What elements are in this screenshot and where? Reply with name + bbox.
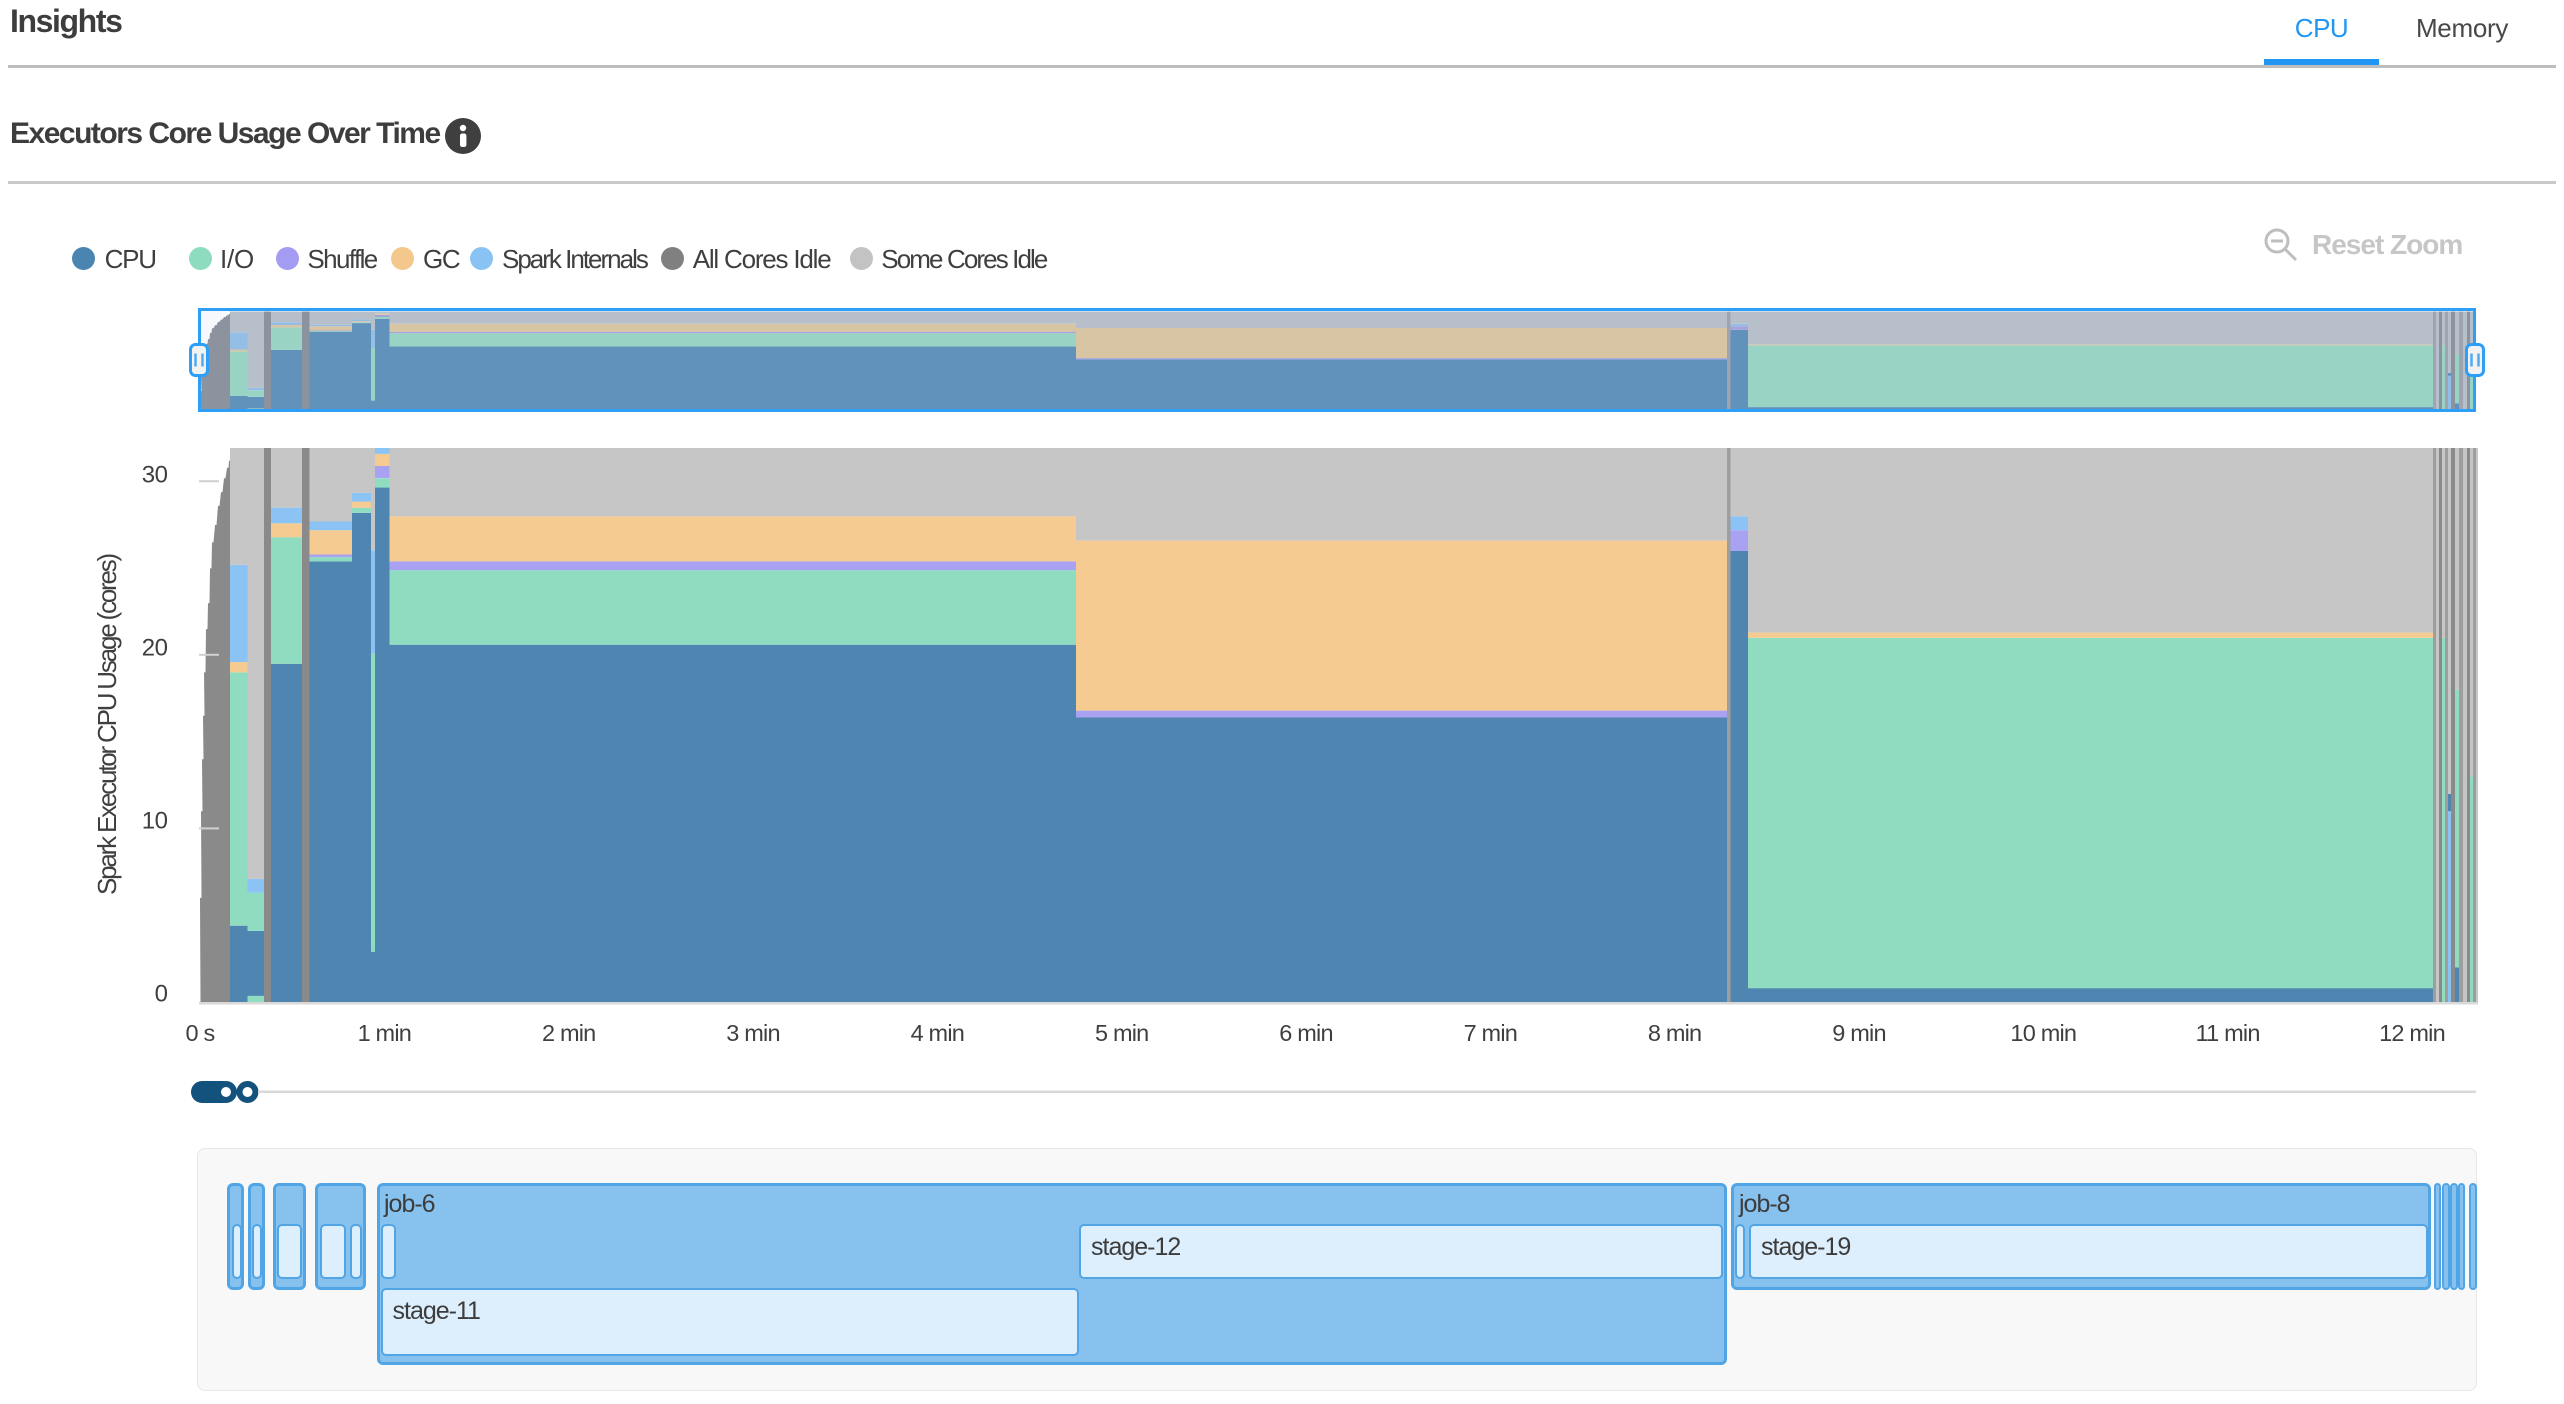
svg-text:1 min: 1 min [358,1020,411,1046]
svg-text:30: 30 [142,462,168,489]
svg-text:10 min: 10 min [2010,1020,2076,1046]
svg-text:20: 20 [142,635,168,662]
svg-text:8 min: 8 min [1648,1020,1701,1046]
svg-text:0 s: 0 s [186,1020,215,1046]
svg-text:4 min: 4 min [911,1020,964,1046]
svg-text:10: 10 [142,808,168,835]
svg-text:Spark Executor CPU Usage (core: Spark Executor CPU Usage (cores) [92,553,122,895]
svg-text:11 min: 11 min [2196,1020,2260,1046]
svg-text:3 min: 3 min [726,1020,779,1046]
svg-text:6 min: 6 min [1279,1020,1332,1046]
svg-text:9 min: 9 min [1832,1020,1885,1046]
svg-text:2 min: 2 min [542,1020,595,1046]
svg-text:0: 0 [155,981,168,1008]
svg-text:12 min: 12 min [2379,1020,2445,1046]
svg-text:7 min: 7 min [1464,1020,1517,1046]
svg-text:5 min: 5 min [1095,1020,1148,1046]
